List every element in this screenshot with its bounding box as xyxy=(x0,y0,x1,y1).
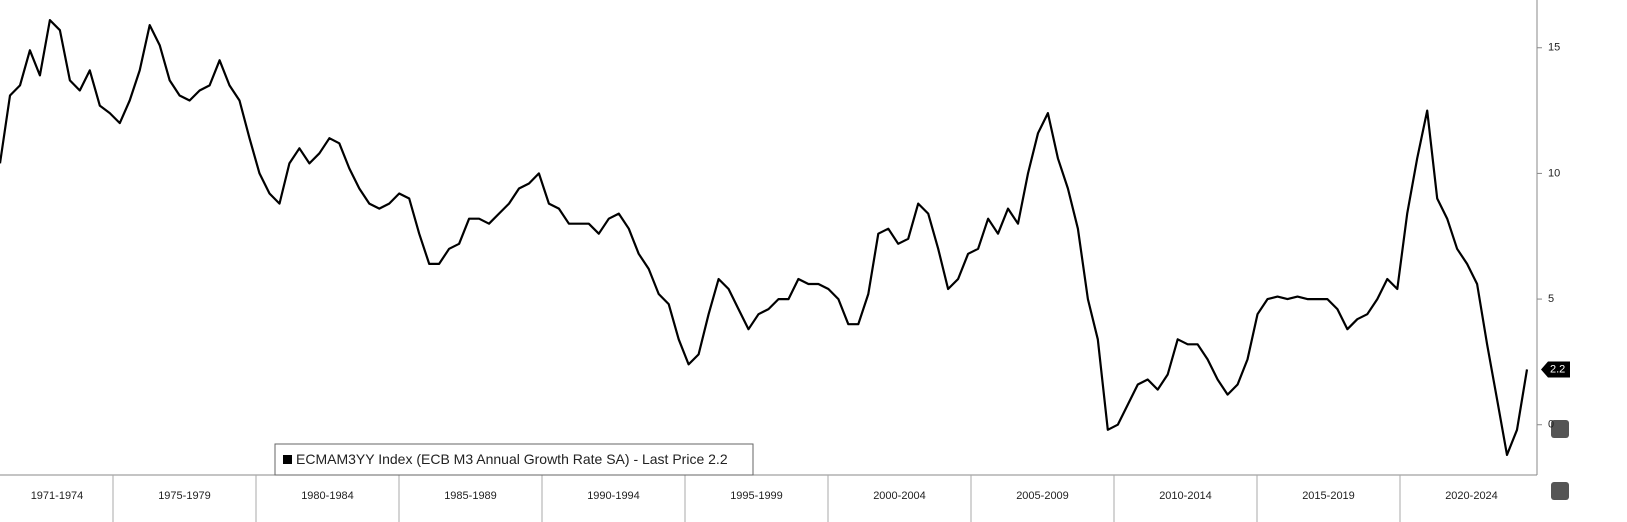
x-tick-label: 2010-2014 xyxy=(1159,490,1212,502)
y-tick-label: 5 xyxy=(1548,293,1554,305)
x-tick-label: 2000-2004 xyxy=(873,490,926,502)
icon[interactable] xyxy=(1551,420,1569,438)
x-tick-label: 1975-1979 xyxy=(158,490,211,502)
x-tick-label: 1995-1999 xyxy=(730,490,783,502)
legend: ECMAM3YY Index (ECB M3 Annual Growth Rat… xyxy=(274,443,754,476)
x-tick-label: 2015-2019 xyxy=(1302,490,1355,502)
x-tick-label: 1971-1974 xyxy=(31,490,84,502)
x-tick-label: 1990-1994 xyxy=(587,490,640,502)
legend-label: ECMAM3YY Index (ECB M3 Annual Growth Rat… xyxy=(296,451,728,467)
icon[interactable] xyxy=(1551,482,1569,500)
legend-last-text: - Last Price xyxy=(633,451,704,467)
legend-last-value: 2.2 xyxy=(708,451,728,467)
legend-box xyxy=(274,443,754,476)
legend-name: ECMAM3YY Index (ECB M3 Annual Growth Rat… xyxy=(296,451,630,467)
x-tick-label: 2005-2009 xyxy=(1016,490,1069,502)
y-tick-label: 0 xyxy=(1548,419,1554,431)
legend-swatch xyxy=(283,455,292,464)
line-series xyxy=(0,19,1529,456)
y-tick-label: 15 xyxy=(1548,42,1560,54)
x-tick-label: 1985-1989 xyxy=(444,490,497,502)
y-tick-label: 10 xyxy=(1548,167,1560,179)
last-price-tag xyxy=(1541,361,1570,378)
last-price-label: 2.2 xyxy=(1550,363,1565,375)
x-tick-label: 2020-2024 xyxy=(1445,490,1498,502)
x-tick-label: 1980-1984 xyxy=(301,490,354,502)
